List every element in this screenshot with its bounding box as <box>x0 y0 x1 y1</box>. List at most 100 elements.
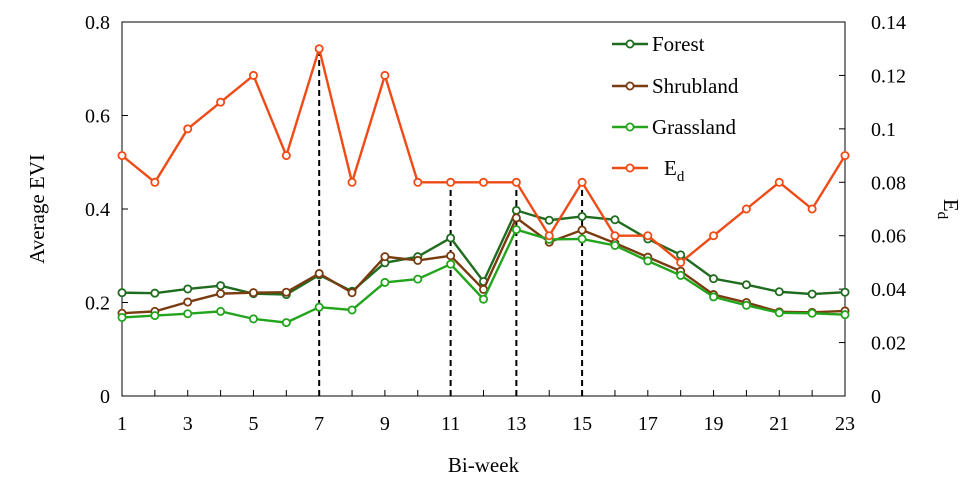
series-grassland <box>117 225 850 328</box>
right-tick-label: 0.12 <box>871 65 906 87</box>
data-point <box>577 211 587 221</box>
data-point <box>248 70 258 80</box>
left-tick-label: 0.6 <box>85 106 110 128</box>
dashed-guide-lines <box>318 48 584 396</box>
x-tick-label: 15 <box>572 413 592 435</box>
right-tick-label: 0.1 <box>871 119 896 141</box>
x-tick-label: 21 <box>769 413 789 435</box>
data-point <box>117 151 127 161</box>
data-point <box>183 309 193 319</box>
data-point <box>413 274 423 284</box>
data-point <box>347 288 357 298</box>
data-point <box>413 177 423 187</box>
data-point <box>840 310 850 320</box>
left-tick-label: 0.8 <box>85 12 110 34</box>
data-point <box>478 177 488 187</box>
data-point <box>183 124 193 134</box>
x-tick-label: 19 <box>704 413 724 435</box>
data-point <box>380 277 390 287</box>
x-tick-label: 23 <box>835 413 855 435</box>
data-point <box>216 281 226 291</box>
data-point <box>709 274 719 284</box>
data-point <box>281 287 291 297</box>
legend-swatch-marker <box>625 122 635 132</box>
right-axis-title: Ed <box>934 199 963 220</box>
right-tick-label: 0.04 <box>871 279 906 301</box>
data-point <box>577 177 587 187</box>
data-point <box>150 177 160 187</box>
x-tick-label: 17 <box>638 413 658 435</box>
data-point <box>774 177 784 187</box>
x-tick-label: 11 <box>441 413 460 435</box>
data-point <box>117 288 127 298</box>
data-point <box>709 231 719 241</box>
data-point <box>807 289 817 299</box>
legend-label: Shrubland <box>652 74 739 98</box>
data-point <box>216 97 226 107</box>
data-point <box>774 287 784 297</box>
data-point <box>446 259 456 269</box>
data-point <box>478 294 488 304</box>
data-point <box>577 234 587 244</box>
x-tick-label: 7 <box>314 413 324 435</box>
data-point <box>150 288 160 298</box>
data-point <box>676 257 686 267</box>
data-point <box>544 231 554 241</box>
series-forest <box>117 205 850 300</box>
data-point <box>248 288 258 298</box>
legend-item-grassland: Grassland <box>612 115 736 139</box>
data-point <box>741 204 751 214</box>
data-point <box>643 256 653 266</box>
data-point <box>774 308 784 318</box>
data-point <box>413 255 423 265</box>
x-tick-label: 13 <box>506 413 526 435</box>
data-point <box>347 305 357 315</box>
data-point <box>117 312 127 322</box>
data-point <box>544 215 554 225</box>
data-point <box>741 280 751 290</box>
data-point <box>807 204 817 214</box>
data-point <box>610 215 620 225</box>
data-point <box>314 302 324 312</box>
x-tick-label: 5 <box>248 413 258 435</box>
data-point <box>610 231 620 241</box>
data-point <box>248 314 258 324</box>
data-point <box>150 311 160 321</box>
x-axis-title: Bi-week <box>448 453 520 477</box>
series-e <box>117 44 850 267</box>
data-point <box>840 151 850 161</box>
data-point <box>446 251 456 261</box>
x-tick-label: 3 <box>183 413 193 435</box>
data-point <box>643 231 653 241</box>
right-axis-ticks: 0 0.02 0.04 0.06 0.08 0.1 0.12 0.14 <box>839 12 906 408</box>
data-point <box>183 284 193 294</box>
legend-swatch-marker <box>625 163 635 173</box>
data-point <box>281 318 291 328</box>
left-tick-label: 0.4 <box>85 199 110 221</box>
legend: Forest Shrubland Grassland Ed <box>612 32 739 185</box>
legend-label: Ed <box>664 156 685 185</box>
data-point <box>676 270 686 280</box>
data-point <box>216 289 226 299</box>
series-layer <box>117 44 850 328</box>
left-axis-ticks: 0 0.2 0.4 0.6 0.8 <box>85 12 128 408</box>
data-point <box>380 70 390 80</box>
data-point <box>314 269 324 279</box>
data-point <box>314 44 324 54</box>
right-tick-label: 0.06 <box>871 226 906 248</box>
x-axis-ticks: 1 3 5 7 9 11 13 15 17 19 21 23 <box>117 390 855 435</box>
legend-item-forest: Forest <box>612 32 705 56</box>
data-point <box>446 177 456 187</box>
data-point <box>216 306 226 316</box>
data-point <box>807 308 817 318</box>
x-tick-label: 9 <box>380 413 390 435</box>
legend-item-shrubland: Shrubland <box>612 74 739 98</box>
legend-swatch-marker <box>625 81 635 91</box>
data-point <box>183 297 193 307</box>
data-point <box>511 177 521 187</box>
data-point <box>511 213 521 223</box>
data-point <box>610 240 620 250</box>
legend-label: Forest <box>652 32 705 56</box>
data-point <box>347 177 357 187</box>
